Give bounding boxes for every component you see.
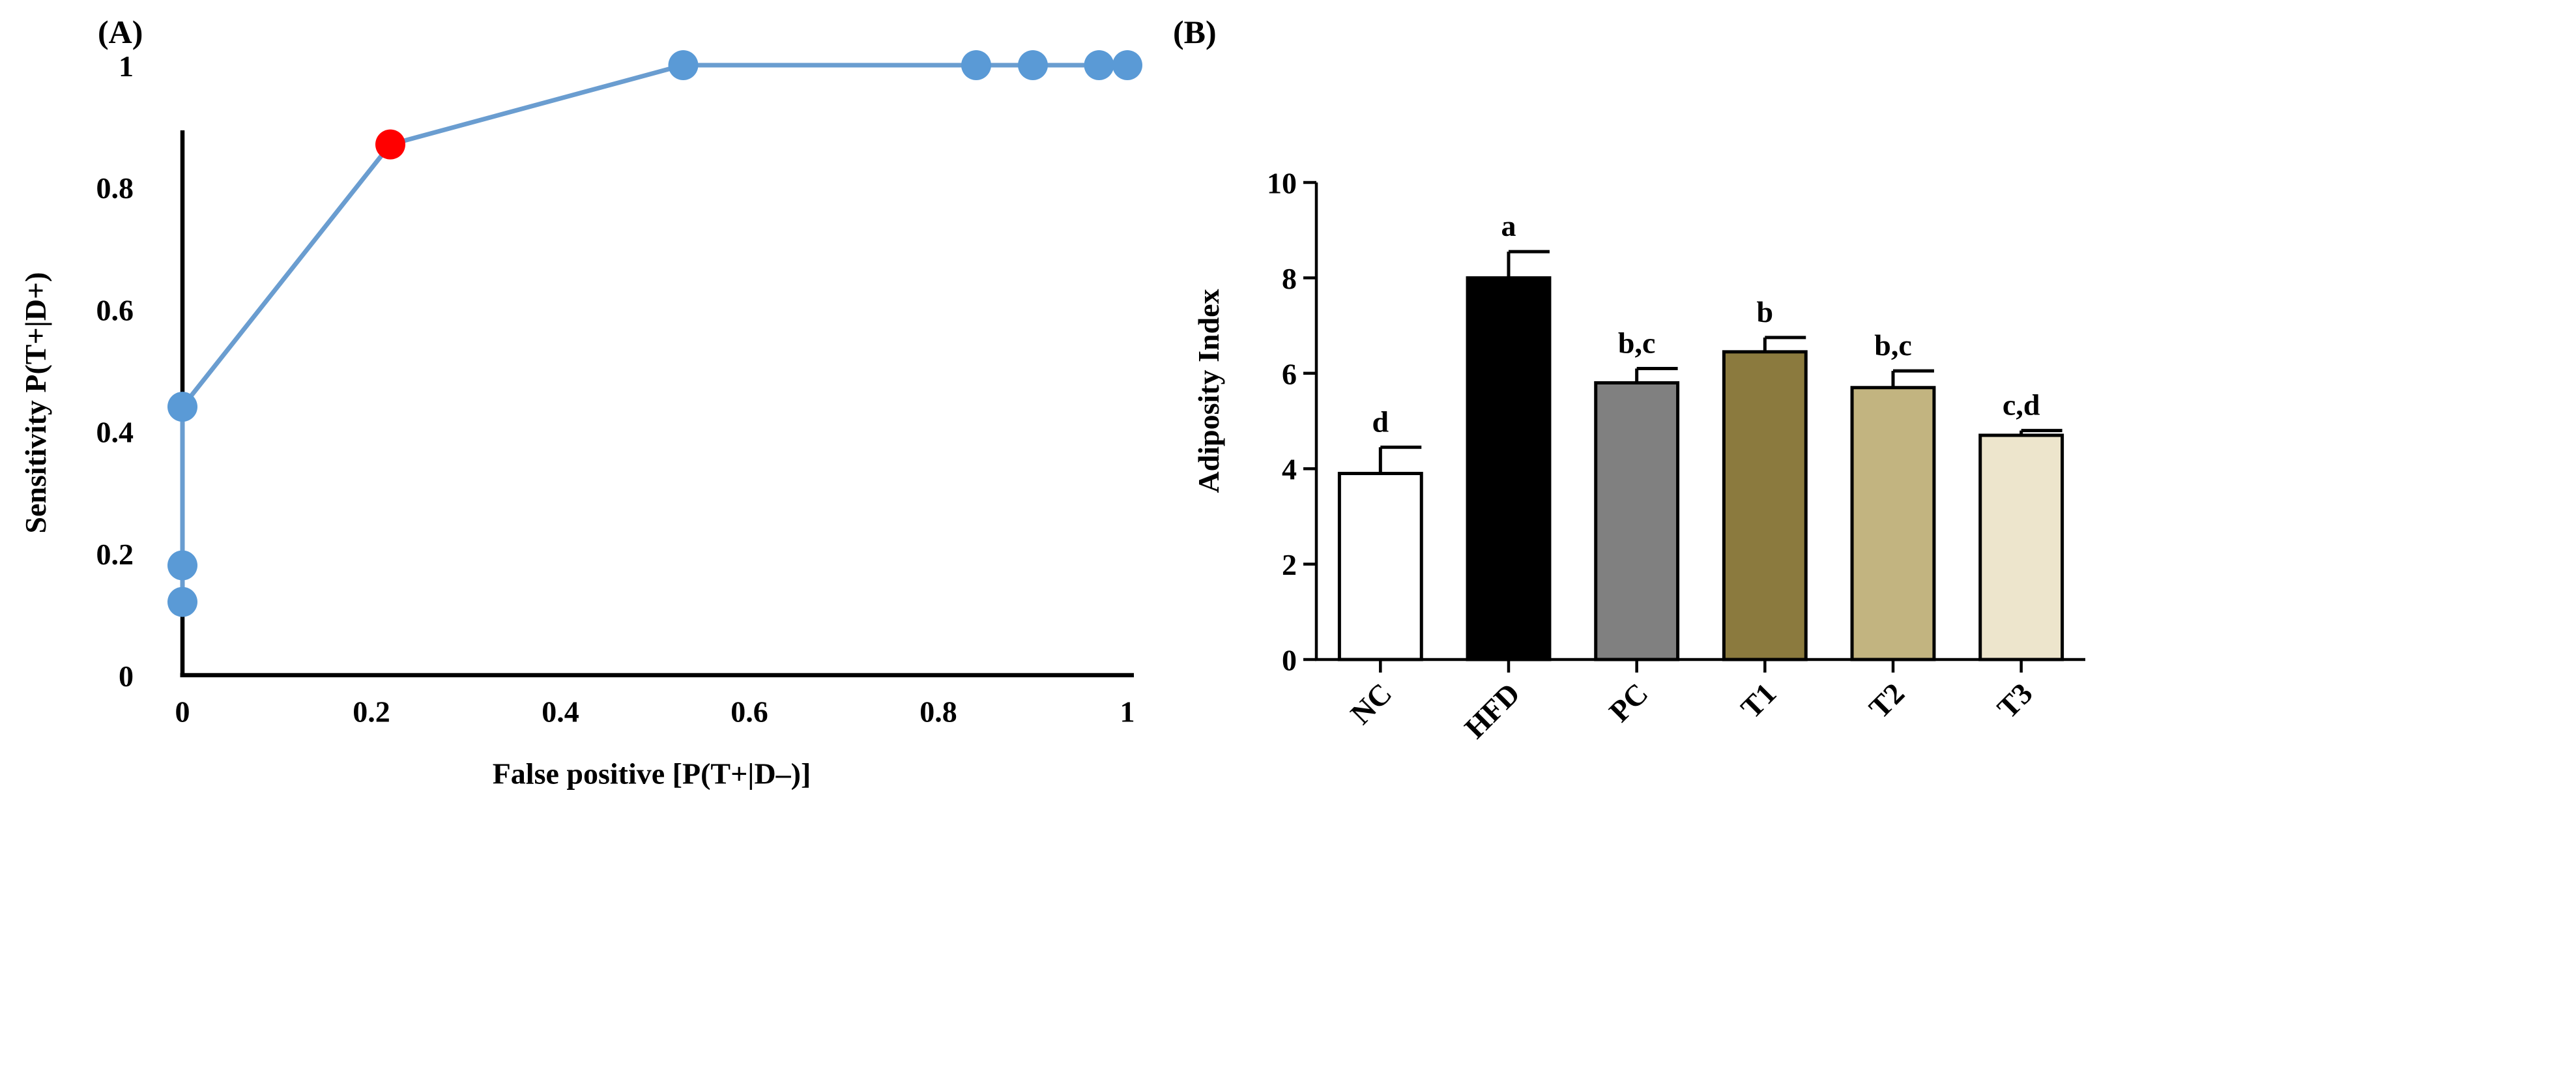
panel-a-y-tick-label: 0.4 [96, 416, 134, 449]
panel-b-bars: d a b,c b b,c c,d [1337, 209, 2064, 661]
panel-b-y-ticks: 0 2 4 6 8 10 [1267, 167, 1316, 677]
bar [1337, 472, 1423, 661]
bar [1978, 433, 2064, 661]
roc-point [1084, 50, 1114, 80]
roc-point [961, 50, 991, 80]
panel-a-y-tick-label: 0.2 [96, 538, 134, 571]
significance-label: c,d [2003, 388, 2040, 422]
roc-points [167, 50, 1142, 617]
panel-b-y-tick-label: 10 [1267, 167, 1297, 200]
bar [1594, 381, 1680, 661]
panel-a-label: (A) [98, 14, 143, 50]
panel-a-x-ticks: 0 0.2 0.4 0.6 0.8 1 [175, 695, 1135, 729]
panel-a-x-tick-label: 0 [175, 695, 190, 729]
significance-label: b,c [1874, 328, 1912, 362]
panel-b-y-axis-label: Adiposity Index [1192, 289, 1225, 493]
panel-b-y-tick-label: 2 [1282, 548, 1297, 581]
roc-point [167, 392, 197, 422]
panel-a-y-axis-label: Sensitivity P(T+|D+) [19, 272, 52, 533]
panel-a-y-ticks: 0 0.2 0.4 0.6 0.8 1 [96, 50, 134, 693]
roc-point [167, 587, 197, 617]
panel-a-x-axis-label: False positive [P(T+|D–)] [493, 757, 811, 791]
panel-a-x-tick-label: 0.8 [919, 695, 957, 729]
roc-highlight-point [375, 129, 405, 160]
panel-a-y-tick-label: 0 [119, 660, 134, 693]
bar [1466, 276, 1552, 661]
panel-b-y-tick-label: 8 [1282, 262, 1297, 295]
significance-label: d [1372, 405, 1389, 438]
panel-a-x-tick-label: 1 [1120, 695, 1135, 729]
panel-a-x-tick-label: 0.4 [542, 695, 579, 729]
significance-label: a [1501, 209, 1516, 242]
panel-b-x-tick-label: T2 [1862, 676, 1911, 725]
significance-label: b,c [1618, 326, 1656, 359]
panel-a: (A) 0 0.2 0.4 0.6 0.8 1 0 0.2 0.4 0.6 0.8 1 Sensit… [19, 14, 1142, 791]
roc-curve-line [180, 63, 1127, 602]
panel-b-x-tick-label: NC [1344, 676, 1398, 731]
panel-b: (B) Adiposity Index 0 2 4 6 8 10 d a b,c b b,c c,d… [1173, 14, 2085, 745]
roc-point [668, 50, 699, 80]
panel-b-x-ticks: NC HFD PC T1 T2 T3 [1344, 660, 2039, 745]
significance-label: b [1757, 295, 1774, 328]
panel-a-y-tick-label: 0.8 [96, 171, 134, 205]
panel-b-x-tick-label: HFD [1458, 676, 1526, 745]
panel-a-y-tick-label: 1 [119, 50, 134, 83]
panel-b-x-tick-label: T1 [1734, 676, 1782, 725]
roc-point [1018, 50, 1048, 80]
panel-b-y-tick-label: 4 [1282, 453, 1297, 486]
panel-b-x-tick-label: PC [1602, 676, 1654, 728]
roc-point [1112, 50, 1142, 80]
bar [1722, 350, 1808, 661]
bar [1850, 386, 1936, 661]
panel-a-x-tick-label: 0.2 [353, 695, 390, 729]
panel-b-y-tick-label: 0 [1282, 644, 1297, 677]
panel-a-y-tick-label: 0.6 [96, 293, 134, 327]
panel-b-y-tick-label: 6 [1282, 357, 1297, 390]
roc-point [167, 550, 197, 581]
panel-b-label: (B) [1173, 14, 1217, 50]
panel-b-x-tick-label: T3 [1991, 676, 2039, 725]
panel-a-x-tick-label: 0.6 [731, 695, 768, 729]
